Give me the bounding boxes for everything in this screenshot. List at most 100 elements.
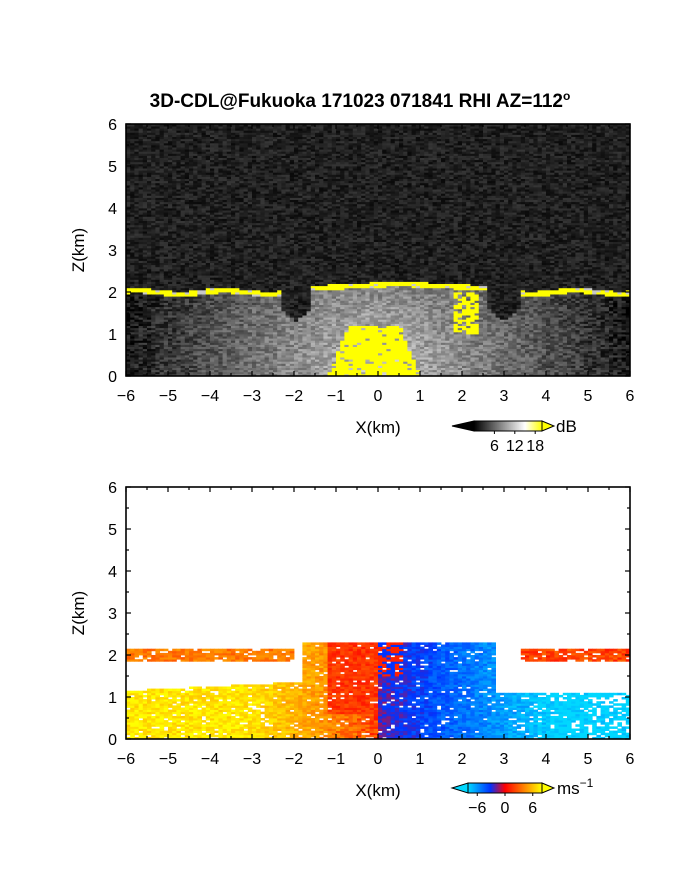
backscatter-cell <box>281 243 286 247</box>
backscatter-cell <box>289 338 295 341</box>
backscatter-cell <box>168 361 173 364</box>
backscatter-cell <box>218 271 223 274</box>
backscatter-cell <box>243 126 249 129</box>
backscatter-cell <box>256 252 261 255</box>
backscatter-cell <box>256 166 261 169</box>
backscatter-cell <box>163 304 169 308</box>
backscatter-cell <box>235 208 240 211</box>
backscatter-cell <box>168 336 173 339</box>
backscatter-cell <box>151 237 156 240</box>
backscatter-cell <box>159 254 165 257</box>
backscatter-cell <box>243 163 249 167</box>
backscatter-cell <box>147 218 152 221</box>
backscatter-field <box>126 124 631 377</box>
backscatter-cell <box>205 247 211 251</box>
backscatter-cell <box>172 304 177 308</box>
backscatter-cell <box>126 247 131 251</box>
backscatter-cell <box>159 170 165 173</box>
backscatter-cell <box>189 338 194 341</box>
backscatter-cell <box>193 296 198 299</box>
backscatter-cell <box>189 283 194 287</box>
backscatter-cell <box>163 189 169 192</box>
backscatter-cell <box>180 279 186 282</box>
backscatter-cell <box>235 371 240 375</box>
backscatter-cell <box>239 275 244 278</box>
backscatter-cell <box>260 271 265 274</box>
backscatter-cell <box>142 193 148 196</box>
backscatter-cell <box>235 346 240 350</box>
backscatter-cell <box>226 140 232 144</box>
backscatter-cell <box>168 367 173 371</box>
backscatter-cell <box>264 256 270 259</box>
backscatter-cell <box>243 348 249 352</box>
backscatter-cell <box>155 294 160 297</box>
backscatter-cell <box>235 226 240 230</box>
backscatter-cell <box>130 340 135 343</box>
backscatter-cell <box>264 132 270 135</box>
backscatter-cell <box>163 161 169 165</box>
backscatter-cell <box>264 271 270 274</box>
backscatter-cell <box>138 195 144 198</box>
backscatter-cell <box>180 224 186 228</box>
backscatter-cell <box>189 187 194 190</box>
backscatter-cell <box>138 273 144 276</box>
backscatter-cell <box>205 231 211 234</box>
backscatter-cell <box>264 168 270 171</box>
backscatter-cell <box>138 184 144 188</box>
backscatter-cell <box>218 336 223 339</box>
backscatter-cell <box>260 268 265 272</box>
backscatter-cell <box>147 182 152 186</box>
backscatter-cell <box>168 298 173 301</box>
backscatter-cell <box>247 294 253 297</box>
backscatter-cell <box>268 145 274 148</box>
backscatter-cell <box>155 166 160 169</box>
backscatter-cell <box>247 191 253 194</box>
backscatter-cell <box>264 231 270 234</box>
backscatter-cell <box>281 338 286 341</box>
backscatter-cell <box>268 304 274 308</box>
backscatter-cell <box>172 216 177 219</box>
backscatter-cell <box>130 210 135 213</box>
backscatter-cell <box>155 331 160 335</box>
backscatter-cell <box>273 313 278 316</box>
backscatter-cell <box>168 191 173 194</box>
backscatter-cell <box>193 357 198 360</box>
backscatter-cell <box>260 142 265 146</box>
backscatter-cell <box>210 315 215 318</box>
backscatter-cell <box>256 266 261 270</box>
backscatter-cell <box>193 128 198 131</box>
backscatter-cell <box>239 323 244 326</box>
backscatter-cell <box>180 134 186 137</box>
backscatter-cell <box>222 315 228 318</box>
backscatter-cell <box>273 145 278 148</box>
backscatter-cell <box>159 285 165 289</box>
backscatter-cell <box>235 168 240 171</box>
backscatter-cell <box>243 279 249 282</box>
backscatter-cell <box>168 241 173 245</box>
backscatter-cell <box>205 142 211 146</box>
backscatter-cell <box>273 367 278 371</box>
backscatter-cell <box>189 224 194 228</box>
backscatter-cell <box>147 271 152 274</box>
backscatter-cell <box>277 359 282 362</box>
backscatter-cell <box>231 201 236 205</box>
backscatter-cell <box>138 338 144 341</box>
backscatter-cell <box>201 205 207 209</box>
backscatter-cell <box>281 277 286 280</box>
backscatter-cell <box>210 302 215 305</box>
backscatter-cell <box>130 277 135 280</box>
backscatter-cell <box>289 363 295 366</box>
backscatter-cell <box>281 250 286 253</box>
backscatter-cell <box>155 292 160 295</box>
backscatter-cell <box>231 331 236 335</box>
backscatter-cell <box>218 264 223 268</box>
backscatter-cell <box>138 151 144 154</box>
backscatter-cell <box>197 304 202 308</box>
backscatter-cell <box>252 128 257 131</box>
backscatter-cell <box>268 134 274 137</box>
backscatter-cell <box>260 287 265 291</box>
backscatter-cell <box>201 264 207 268</box>
backscatter-cell <box>210 300 215 303</box>
backscatter-cell <box>235 210 240 213</box>
backscatter-cell <box>268 243 274 247</box>
